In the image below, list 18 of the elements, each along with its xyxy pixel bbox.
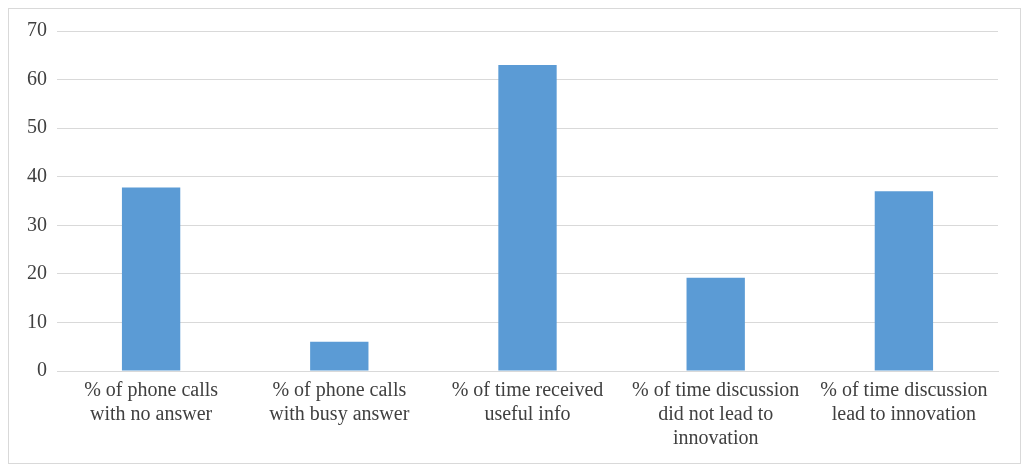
y-tick-label: 30: [27, 212, 47, 235]
bar: [686, 277, 745, 371]
bar: [310, 341, 369, 371]
y-tick-label: 70: [27, 18, 47, 41]
y-tick-label: 20: [27, 261, 47, 284]
y-tick-label: 10: [27, 309, 47, 332]
y-tick-label: 50: [27, 115, 47, 138]
bar: [498, 65, 557, 371]
y-tick-label: 0: [37, 358, 47, 381]
x-tick-label: % of time received useful info: [451, 378, 604, 425]
y-tick-label: 40: [27, 163, 47, 186]
x-tick-label: % of time discussion lead to innovation: [820, 378, 988, 425]
x-tick-label: % of time discussion did not lead to innovation: [632, 378, 800, 449]
x-tick-label: % of phone calls with busy answer: [269, 378, 410, 426]
bar: [874, 191, 934, 371]
x-tick-label: % of phone calls with no answer: [84, 378, 219, 425]
y-tick-label: 60: [27, 66, 47, 89]
bar: [121, 187, 181, 371]
